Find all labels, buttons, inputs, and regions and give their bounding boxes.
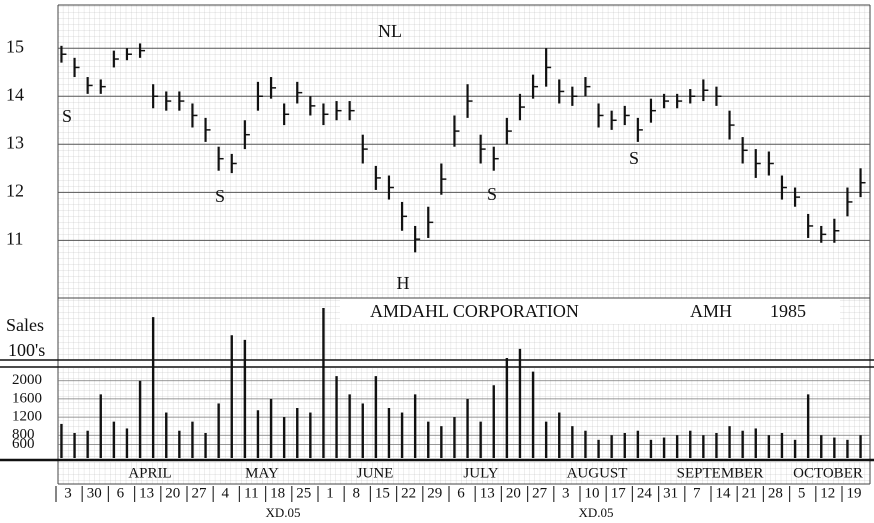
ticker: AMH [690, 301, 732, 321]
x-tick-label: 22 [401, 485, 416, 501]
x-tick-label: 17 [611, 485, 627, 501]
y-tick-label: 800 [12, 427, 35, 443]
x-tick-label: 24 [637, 485, 653, 501]
annotation: NL [378, 21, 402, 41]
y-axis-label: 100's [8, 340, 45, 360]
month-label: SEPTEMBER [677, 465, 764, 481]
annotation: S [487, 184, 497, 204]
price-panel [58, 5, 870, 298]
y-tick-label: 15 [6, 36, 24, 56]
x-tick-label: 25 [296, 485, 311, 501]
x-tick-label: 27 [532, 485, 548, 501]
y-tick-label: 1200 [12, 409, 42, 425]
y-tick-label: 14 [6, 84, 24, 104]
x-tick-label: 1 [326, 485, 334, 501]
x-tick-label: 4 [221, 485, 229, 501]
x-tick-label: 3 [64, 485, 72, 501]
x-tick-label: 21 [742, 485, 757, 501]
x-tick-label: 6 [117, 485, 125, 501]
x-tick-label: 14 [716, 485, 732, 501]
x-tick-label: 28 [768, 485, 783, 501]
x-tick-label: 19 [847, 485, 862, 501]
y-tick-label: 2000 [12, 372, 42, 388]
x-tick-label: 15 [375, 485, 390, 501]
date-strip [58, 462, 870, 484]
x-tick-label: 6 [457, 485, 465, 501]
y-axis-label: Sales [6, 315, 44, 335]
y-tick-label: 13 [6, 132, 24, 152]
y-tick-label: 600 [12, 436, 35, 452]
chart-title: AMDAHL CORPORATION [370, 301, 579, 321]
annotation: H [397, 273, 410, 293]
x-tick-label: 8 [352, 485, 360, 501]
x-tick-label: 27 [192, 485, 208, 501]
note: XD.05 [265, 505, 300, 520]
x-tick-label: 31 [663, 485, 678, 501]
x-tick-label: 18 [270, 485, 285, 501]
x-tick-label: 13 [480, 485, 495, 501]
annotation: S [629, 148, 639, 168]
note: XD.05 [578, 505, 613, 520]
annotation: S [215, 186, 225, 206]
month-label: JUNE [357, 465, 394, 481]
x-tick-label: 13 [139, 485, 154, 501]
y-tick-label: 1600 [12, 390, 42, 406]
month-label: APRIL [128, 465, 171, 481]
annotation: S [62, 106, 72, 126]
x-tick-label: 3 [562, 485, 570, 501]
x-tick-label: 7 [693, 485, 701, 501]
x-tick-label: 20 [165, 485, 180, 501]
x-tick-label: 29 [427, 485, 442, 501]
month-label: JULY [463, 465, 498, 481]
x-tick-label: 11 [244, 485, 258, 501]
y-tick-label: 11 [6, 228, 23, 248]
month-label: AUGUST [567, 465, 628, 481]
month-label: OCTOBER [793, 465, 863, 481]
month-label: MAY [245, 465, 279, 481]
x-tick-label: 20 [506, 485, 521, 501]
x-tick-label: 5 [798, 485, 806, 501]
x-tick-label: 30 [87, 485, 102, 501]
title-box [340, 298, 840, 324]
year: 1985 [770, 301, 806, 321]
y-tick-label: 12 [6, 180, 24, 200]
x-tick-label: 12 [820, 485, 835, 501]
x-tick-label: 10 [585, 485, 600, 501]
